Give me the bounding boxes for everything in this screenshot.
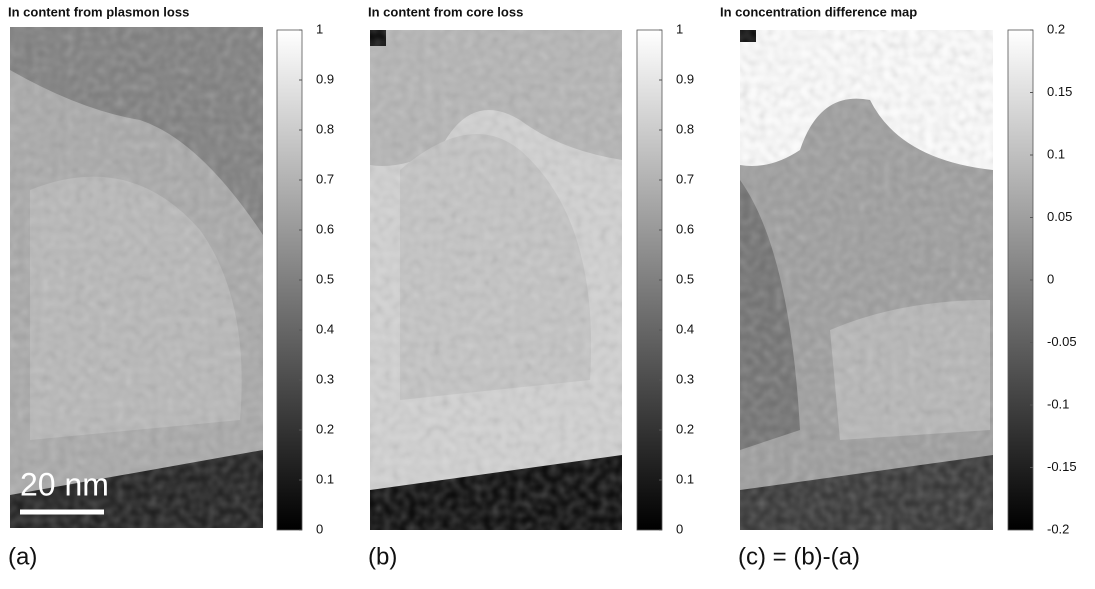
map-c: [740, 30, 993, 530]
colorbar-tick-label: -0.15: [1047, 459, 1077, 474]
colorbar: [1007, 29, 1034, 531]
colorbar-tick-label: 0.2: [316, 421, 334, 436]
colorbar-tick-label: 0.7: [316, 171, 334, 186]
colorbar-tick-label: 0.7: [676, 171, 694, 186]
colorbar-tick-label: 0: [676, 521, 683, 536]
colorbar-tick-label: 0.6: [316, 221, 334, 236]
colorbar-tick-label: 1: [316, 21, 323, 36]
colorbar-tick-label: 0.4: [676, 321, 694, 336]
colorbar-tick-label: 0.15: [1047, 84, 1072, 99]
panel-title: In concentration difference map: [720, 4, 917, 19]
colorbar-tick-label: 0.8: [316, 121, 334, 136]
colorbar-tick-label: -0.1: [1047, 396, 1069, 411]
colorbar-tick-label: 0: [1047, 271, 1054, 286]
panel-label: (c) = (b)-(a): [738, 543, 860, 570]
colorbar-tick-label: 0.2: [676, 421, 694, 436]
colorbar-tick-label: 0.5: [676, 271, 694, 286]
texture: [370, 30, 622, 530]
panel-label: (a): [8, 543, 37, 570]
colorbar-tick-label: 0.05: [1047, 209, 1072, 224]
map-a: [10, 27, 263, 528]
scale-bar-label: 20 nm: [20, 466, 109, 502]
colorbar: [636, 29, 663, 531]
texture: [740, 30, 993, 530]
colorbar-tick-label: 0.4: [316, 321, 334, 336]
colorbar-tick-label: 0.9: [316, 71, 334, 86]
panel-title: In content from core loss: [368, 4, 523, 19]
colorbar-tick-label: 0.3: [316, 371, 334, 386]
colorbar: [276, 29, 303, 531]
texture: [10, 27, 263, 528]
colorbar-tick-label: 0.3: [676, 371, 694, 386]
colorbar-tick-label: 1: [676, 21, 683, 36]
colorbar-tick-label: 0: [316, 521, 323, 536]
map-b: [370, 30, 622, 530]
colorbar-tick-label: -0.2: [1047, 521, 1069, 536]
panel-title: In content from plasmon loss: [8, 4, 189, 19]
panel-label: (b): [368, 543, 397, 570]
colorbar-tick-label: 0.2: [1047, 21, 1065, 36]
colorbar-tick-label: 0.1: [676, 471, 694, 486]
colorbar-tick-label: 0.9: [676, 71, 694, 86]
colorbar-tick-label: 0.5: [316, 271, 334, 286]
colorbar-tick-label: -0.05: [1047, 334, 1077, 349]
colorbar-tick-label: 0.6: [676, 221, 694, 236]
colorbar-tick-label: 0.8: [676, 121, 694, 136]
colorbar-tick-label: 0.1: [316, 471, 334, 486]
colorbar-tick-label: 0.1: [1047, 146, 1065, 161]
